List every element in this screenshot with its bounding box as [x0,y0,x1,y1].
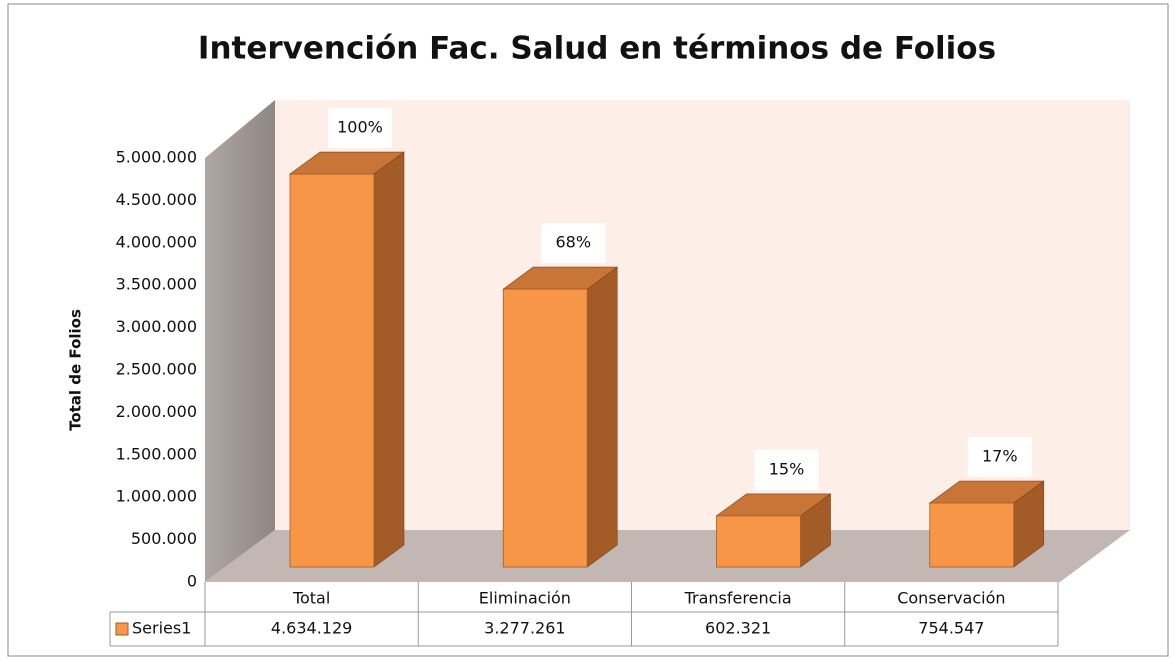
data-label: 15% [769,459,805,478]
bar-side [373,151,405,568]
table-value: 754.547 [918,619,984,638]
y-tick-label: 3.000.000 [116,317,197,336]
y-tick-label: 1.500.000 [116,444,197,463]
back-wall [275,100,1130,530]
table-value: 602.321 [705,619,771,638]
side-wall [205,100,275,582]
data-label-box [754,449,819,490]
y-tick-label: 5.000.000 [116,148,197,167]
x-tick-label: Total [292,589,330,608]
bar [929,502,1015,568]
x-tick-label: Conservación [897,589,1005,608]
y-tick-label: 3.500.000 [116,275,197,294]
y-tick-label: 2.000.000 [116,402,197,421]
bar [716,515,801,568]
table-value: 3.277.261 [484,619,565,638]
data-label: 17% [982,447,1018,466]
y-tick-label: 2.500.000 [116,360,197,379]
x-tick-label: Eliminación [479,589,571,608]
y-tick-label: 0 [187,572,197,591]
data-label: 100% [337,118,383,137]
y-tick-label: 500.000 [131,529,197,548]
data-label: 68% [555,233,591,252]
table-value: 4.634.129 [271,619,352,638]
y-tick-label: 1.000.000 [116,487,197,506]
bar [502,288,588,568]
y-tick-label: 4.000.000 [116,232,197,251]
data-label-box [967,437,1032,478]
data-label-box [328,108,392,149]
floor [205,530,1130,582]
bar-side [586,266,618,568]
legend-label: Series1 [132,619,191,638]
legend-swatch [115,622,129,636]
y-axis-label: Total de Folios [67,309,85,431]
x-tick-label: Transferencia [684,589,792,608]
chart-title: Intervención Fac. Salud en términos de F… [198,31,996,67]
bar [289,173,375,568]
data-label-box [541,223,606,264]
y-tick-label: 4.500.000 [116,190,197,209]
